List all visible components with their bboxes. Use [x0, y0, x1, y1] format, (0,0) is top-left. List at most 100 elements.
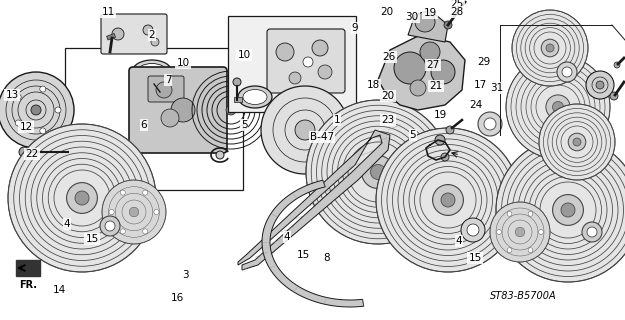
Text: 20: 20 — [381, 91, 394, 101]
Circle shape — [142, 229, 148, 234]
Ellipse shape — [238, 86, 272, 108]
Text: 20: 20 — [381, 7, 394, 17]
Circle shape — [40, 86, 46, 92]
Text: 14: 14 — [52, 285, 66, 295]
Text: 25: 25 — [451, 0, 464, 9]
Circle shape — [461, 218, 485, 242]
Circle shape — [528, 212, 533, 216]
Circle shape — [306, 100, 450, 244]
Circle shape — [552, 101, 564, 113]
Text: 3: 3 — [182, 270, 188, 280]
Polygon shape — [16, 260, 40, 276]
Circle shape — [161, 109, 179, 127]
Circle shape — [444, 21, 452, 29]
Circle shape — [586, 71, 614, 99]
Circle shape — [432, 185, 463, 215]
Text: 5: 5 — [241, 120, 248, 130]
Circle shape — [120, 190, 126, 195]
Text: 31: 31 — [491, 83, 504, 93]
Circle shape — [498, 223, 512, 237]
Circle shape — [478, 112, 502, 136]
Circle shape — [441, 193, 455, 207]
Circle shape — [156, 82, 172, 98]
Circle shape — [496, 138, 625, 282]
Text: 16: 16 — [171, 293, 184, 303]
Circle shape — [587, 227, 597, 237]
Circle shape — [507, 212, 512, 216]
Text: 15: 15 — [468, 253, 482, 263]
Text: ST83-B5700A: ST83-B5700A — [490, 291, 557, 301]
Circle shape — [75, 191, 89, 205]
Circle shape — [261, 86, 349, 174]
Circle shape — [295, 120, 315, 140]
Text: 2: 2 — [149, 30, 155, 40]
Circle shape — [446, 126, 454, 134]
Bar — [228, 16, 356, 112]
Ellipse shape — [132, 60, 172, 84]
Circle shape — [371, 164, 386, 180]
Circle shape — [312, 40, 328, 56]
Circle shape — [528, 248, 533, 252]
Circle shape — [422, 172, 438, 188]
Bar — [65, 48, 243, 190]
Circle shape — [410, 80, 426, 96]
Circle shape — [226, 105, 236, 115]
Text: 28: 28 — [451, 7, 464, 17]
Circle shape — [120, 229, 126, 234]
Circle shape — [142, 190, 148, 195]
Polygon shape — [262, 180, 364, 307]
Text: 15: 15 — [296, 250, 309, 260]
Circle shape — [109, 209, 114, 214]
Circle shape — [40, 128, 46, 134]
Text: 21: 21 — [429, 81, 442, 91]
Text: 23: 23 — [381, 115, 394, 125]
Circle shape — [490, 202, 550, 262]
FancyBboxPatch shape — [148, 76, 184, 102]
Circle shape — [151, 38, 159, 46]
Text: 19: 19 — [423, 8, 437, 18]
Circle shape — [610, 92, 618, 100]
FancyBboxPatch shape — [267, 29, 345, 93]
Text: 18: 18 — [366, 80, 379, 90]
Text: 8: 8 — [324, 253, 331, 263]
Circle shape — [557, 62, 577, 82]
Text: 13: 13 — [6, 90, 19, 100]
Circle shape — [552, 195, 583, 225]
Circle shape — [506, 55, 610, 159]
Circle shape — [105, 221, 115, 231]
Text: 11: 11 — [101, 7, 114, 17]
Ellipse shape — [137, 63, 167, 81]
Ellipse shape — [243, 90, 267, 105]
Text: 22: 22 — [26, 149, 39, 159]
Circle shape — [515, 227, 525, 237]
Circle shape — [143, 25, 153, 35]
Text: 9: 9 — [352, 23, 358, 33]
Circle shape — [100, 216, 120, 236]
Circle shape — [497, 230, 501, 234]
Circle shape — [394, 52, 426, 84]
Polygon shape — [408, 10, 448, 42]
Circle shape — [416, 166, 444, 194]
Circle shape — [318, 65, 332, 79]
Circle shape — [289, 72, 301, 84]
Circle shape — [596, 81, 604, 89]
Text: 10: 10 — [176, 58, 189, 68]
Text: 6: 6 — [141, 120, 148, 130]
Circle shape — [154, 88, 162, 96]
Text: 15: 15 — [86, 234, 99, 244]
Text: 17: 17 — [473, 80, 487, 90]
Circle shape — [614, 62, 620, 68]
Circle shape — [568, 133, 586, 151]
Text: 4: 4 — [284, 232, 290, 242]
Bar — [107, 34, 116, 40]
Text: 19: 19 — [433, 110, 447, 120]
Circle shape — [303, 57, 313, 67]
Circle shape — [562, 67, 572, 77]
Circle shape — [31, 105, 41, 115]
Circle shape — [154, 209, 159, 214]
Circle shape — [512, 10, 588, 86]
Text: 4: 4 — [456, 236, 462, 246]
Text: 12: 12 — [19, 122, 32, 132]
Circle shape — [541, 39, 559, 57]
Circle shape — [493, 218, 517, 242]
